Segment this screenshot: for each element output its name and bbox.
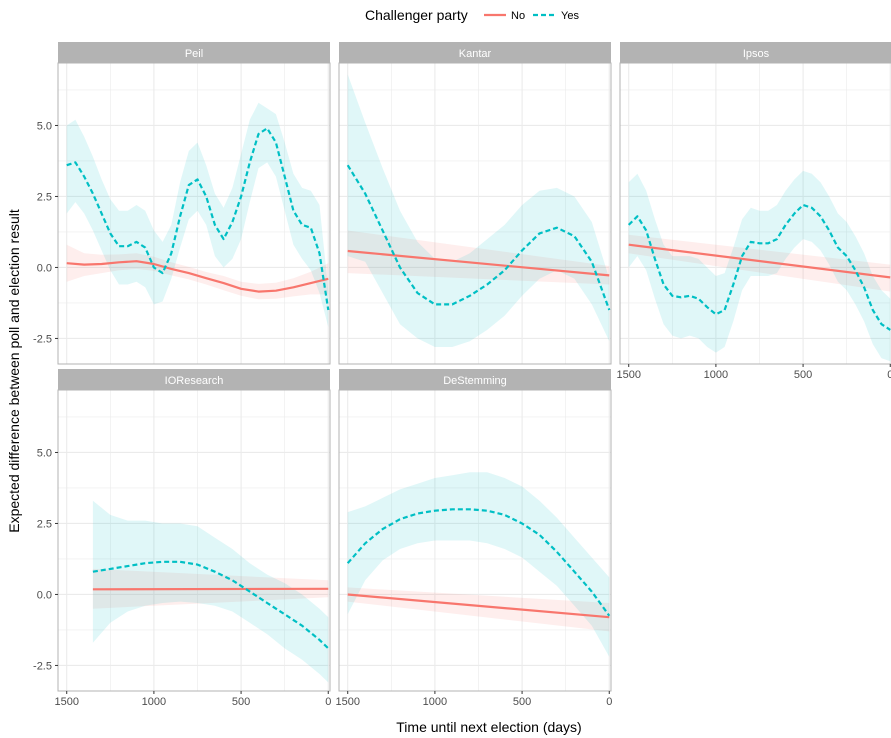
x-tick-label: 1500 xyxy=(616,369,640,381)
strip-peil xyxy=(58,42,330,63)
panel-kantar: Kantar xyxy=(338,42,612,365)
series-line-no xyxy=(66,260,329,293)
y-tick-label: -2.5 xyxy=(33,333,52,345)
series-line-no xyxy=(92,587,329,591)
y-tick-label: 2.5 xyxy=(37,191,52,203)
confidence-band-no xyxy=(347,230,610,285)
series-group xyxy=(627,170,891,362)
strip-kantar xyxy=(339,42,611,63)
panel-background xyxy=(620,63,891,364)
y-tick-label: 5.0 xyxy=(37,447,52,459)
panel-border xyxy=(619,62,891,365)
series-group xyxy=(92,500,330,683)
series-line-no xyxy=(347,593,610,619)
series-line-yes xyxy=(346,508,611,617)
confidence-band-yes xyxy=(66,102,329,328)
series-group xyxy=(346,472,611,657)
confidence-band-yes xyxy=(347,74,610,348)
x-axis-title: Time until next election (days) xyxy=(396,719,581,735)
legend-title: Challenger party xyxy=(365,7,468,23)
facet-panels: Peil -2.5 0.0 2.5 5.0 Kantar Ipsos 1500 1000 500 0… xyxy=(33,42,891,708)
strip-label-ioresearch: IOResearch xyxy=(165,375,224,387)
x-tick-label: 1000 xyxy=(704,369,728,381)
strip-label-peil: Peil xyxy=(185,48,203,60)
x-tick-label: 1500 xyxy=(54,696,78,708)
panel-destemming: DeStemming 1500 1000 500 0 xyxy=(335,369,612,708)
x-tick-label: 0 xyxy=(606,696,612,708)
series-group xyxy=(66,102,330,328)
strip-label-ipsos: Ipsos xyxy=(743,48,770,60)
x-tick-label: 1000 xyxy=(142,696,166,708)
confidence-band-no xyxy=(66,244,329,300)
strip-label-destemming: DeStemming xyxy=(443,375,507,387)
legend-label-yes: Yes xyxy=(561,10,579,22)
strip-label-kantar: Kantar xyxy=(459,48,492,60)
x-tick-label: 500 xyxy=(794,369,812,381)
series-line-yes xyxy=(66,127,330,311)
y-tick-label: 0.0 xyxy=(37,262,52,274)
series-group xyxy=(346,74,611,348)
panel-border xyxy=(57,62,331,365)
x-tick-label: 1500 xyxy=(335,696,359,708)
confidence-band-no xyxy=(347,587,610,632)
y-tick-label: 0.0 xyxy=(37,589,52,601)
confidence-band-yes xyxy=(92,500,329,683)
panel-border xyxy=(338,389,612,692)
legend: Challenger party No Yes xyxy=(365,7,579,23)
panel-peil: Peil -2.5 0.0 2.5 5.0 xyxy=(33,42,331,365)
strip-destemming xyxy=(339,369,611,390)
legend-label-no: No xyxy=(511,10,525,22)
y-tick-label: 5.0 xyxy=(37,120,52,132)
x-tick-label: 0 xyxy=(887,369,891,381)
series-line-yes xyxy=(627,203,891,331)
confidence-band-yes xyxy=(347,472,610,657)
y-tick-label: 2.5 xyxy=(37,518,52,530)
x-tick-label: 500 xyxy=(513,696,531,708)
y-tick-label: -2.5 xyxy=(33,660,52,672)
series-line-no xyxy=(628,243,891,279)
panel-border xyxy=(57,389,331,692)
panel-border xyxy=(338,62,612,365)
series-line-yes xyxy=(92,560,330,650)
x-tick-label: 500 xyxy=(232,696,250,708)
x-tick-label: 1000 xyxy=(423,696,447,708)
panel-ipsos: Ipsos 1500 1000 500 0 xyxy=(616,42,891,381)
y-axis-title: Expected difference between poll and ele… xyxy=(6,209,22,533)
panel-ioresearch: IOResearch -2.5 0.0 2.5 5.0 1500 1000 500 0 xyxy=(33,369,331,708)
strip-ipsos xyxy=(620,42,891,63)
strip-ioresearch xyxy=(58,369,330,390)
series-line-no xyxy=(347,249,610,277)
x-tick-label: 0 xyxy=(325,696,331,708)
confidence-band-yes xyxy=(628,170,891,362)
confidence-band-no xyxy=(628,234,891,292)
